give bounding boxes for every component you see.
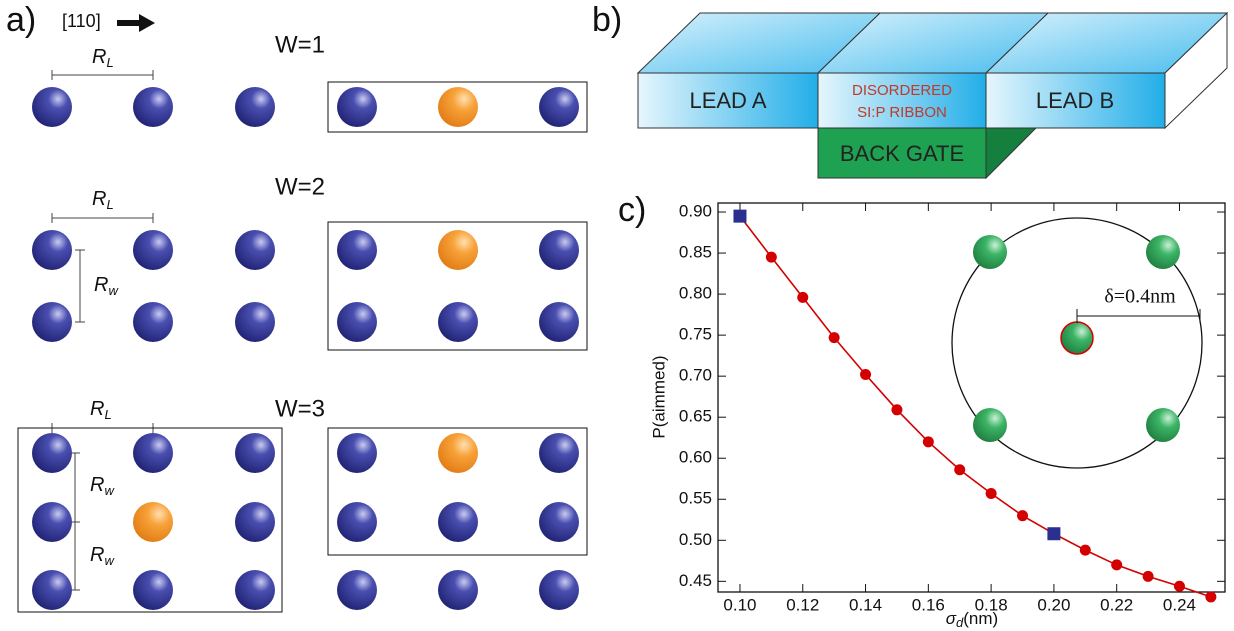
series-line xyxy=(740,216,1211,597)
lead-label: LEAD B xyxy=(1036,88,1114,113)
y-tick-label: 0.70 xyxy=(679,366,712,385)
panel-a: a) [110] W=1 W=2 W=3 RL RL RL Rw Rw Rw xyxy=(6,1,587,612)
ribbon-label: SI:P RIBBON xyxy=(857,104,947,121)
lead-label: LEAD A xyxy=(689,88,766,113)
x-tick-label: 0.10 xyxy=(723,595,756,614)
rw-label: Rw xyxy=(90,544,115,568)
atom xyxy=(337,570,377,610)
x-tick-label: 0.18 xyxy=(975,595,1008,614)
y-tick-label: 0.45 xyxy=(679,571,712,590)
y-tick-label: 0.60 xyxy=(679,448,712,467)
point xyxy=(1080,545,1091,556)
annotation: δ=0.4nm xyxy=(1104,286,1176,308)
atom xyxy=(133,502,173,542)
atom xyxy=(438,433,478,473)
y-tick-label: 0.50 xyxy=(679,530,712,549)
row-title: W=3 xyxy=(275,395,325,422)
y-axis-label: P(aimmed) xyxy=(649,355,668,438)
y-tick-label: 0.85 xyxy=(679,243,712,262)
atom xyxy=(539,570,579,610)
atom xyxy=(32,302,72,342)
point xyxy=(1143,571,1154,582)
direction-arrow xyxy=(117,14,155,32)
inset xyxy=(952,218,1202,468)
x-tick-label: 0.22 xyxy=(1100,595,1133,614)
point xyxy=(1017,510,1028,521)
rl-label: RL xyxy=(92,46,114,70)
point xyxy=(1111,559,1122,570)
atom xyxy=(133,87,173,127)
atom xyxy=(32,502,72,542)
atom xyxy=(235,433,275,473)
atom xyxy=(337,502,377,542)
y-tick-label: 0.65 xyxy=(679,407,712,426)
atom xyxy=(32,570,72,610)
atom xyxy=(539,433,579,473)
atom xyxy=(133,433,173,473)
panel-label: b) xyxy=(592,1,622,39)
atom xyxy=(235,570,275,610)
rl-label: RL xyxy=(90,398,112,422)
panel-b: b) LEAD A DISORDERED SI:P RIBBON LEAD B … xyxy=(592,1,1227,178)
atom xyxy=(438,87,478,127)
y-tick-label: 0.75 xyxy=(679,325,712,344)
atom xyxy=(438,502,478,542)
atom xyxy=(235,502,275,542)
point xyxy=(891,404,902,415)
square-point xyxy=(1047,527,1060,540)
atom xyxy=(337,302,377,342)
atom xyxy=(133,230,173,270)
atom xyxy=(235,87,275,127)
x-tick-label: 0.16 xyxy=(912,595,945,614)
row-title: W=2 xyxy=(275,173,325,200)
atom xyxy=(337,433,377,473)
point xyxy=(766,252,777,263)
y-tick-label: 0.80 xyxy=(679,284,712,303)
atom xyxy=(539,502,579,542)
atom xyxy=(438,570,478,610)
point xyxy=(829,332,840,343)
panel-label: a) xyxy=(6,1,36,39)
atom xyxy=(32,87,72,127)
atom xyxy=(235,230,275,270)
atom xyxy=(337,87,377,127)
x-tick-label: 0.12 xyxy=(786,595,819,614)
atom xyxy=(438,302,478,342)
ribbon-label: DISORDERED xyxy=(852,82,952,99)
atom xyxy=(32,230,72,270)
atom xyxy=(539,230,579,270)
rw-label: Rw xyxy=(94,274,119,298)
gate-label: BACK GATE xyxy=(840,141,964,166)
atom xyxy=(133,570,173,610)
x-tick-label: 0.14 xyxy=(849,595,882,614)
point xyxy=(1174,581,1185,592)
atom xyxy=(32,433,72,473)
y-tick-label: 0.90 xyxy=(679,202,712,221)
atom xyxy=(539,302,579,342)
y-tick-label: 0.55 xyxy=(679,489,712,508)
atom xyxy=(235,302,275,342)
brackets xyxy=(18,70,587,612)
x-tick-label: 0.24 xyxy=(1163,595,1196,614)
point xyxy=(954,464,965,475)
atom xyxy=(337,230,377,270)
row-title: W=1 xyxy=(275,31,325,58)
point xyxy=(923,436,934,447)
panel-label: c) xyxy=(618,191,646,229)
x-tick-label: 0.20 xyxy=(1037,595,1070,614)
figure: a) [110] W=1 W=2 W=3 RL RL RL Rw Rw Rw b… xyxy=(0,0,1234,631)
square-point xyxy=(733,210,746,223)
rl-label: RL xyxy=(92,188,114,212)
point xyxy=(797,292,808,303)
direction-label: [110] xyxy=(62,11,101,31)
atom xyxy=(133,302,173,342)
atom xyxy=(438,230,478,270)
point xyxy=(1205,591,1216,602)
rw-label: Rw xyxy=(90,474,115,498)
point xyxy=(860,369,871,380)
point xyxy=(986,488,997,499)
atom xyxy=(539,87,579,127)
